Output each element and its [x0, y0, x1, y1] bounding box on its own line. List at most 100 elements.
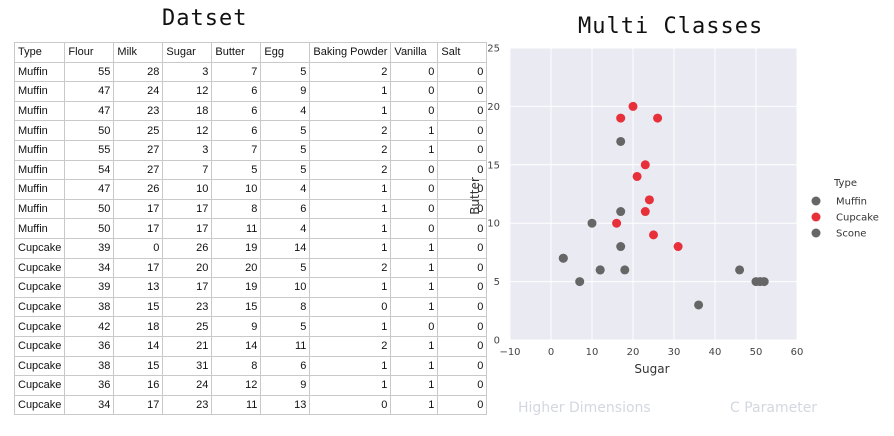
- y-tick-label: 15: [487, 160, 500, 171]
- table-cell: 26: [162, 237, 213, 259]
- table-cell: 16: [113, 375, 164, 396]
- table-cell: 18: [162, 100, 213, 122]
- x-tick-label: 40: [709, 347, 722, 358]
- table-cell: Muffin: [13, 218, 66, 239]
- table-cell: Muffin: [13, 198, 66, 220]
- table-row: Muffin 47 24 12 6 9 1 0 0: [13, 81, 488, 102]
- table-cell: Muffin: [13, 100, 66, 122]
- point-scone: [735, 265, 745, 275]
- legend-label-cupcake: Cupcake: [836, 213, 879, 224]
- table-cell: Muffin: [13, 159, 66, 181]
- table-cell: 23: [162, 394, 213, 416]
- legend: Type Muffin Cupcake Scone: [811, 178, 879, 240]
- table-cell: 38: [64, 296, 115, 318]
- table-cell: Muffin: [13, 179, 66, 200]
- point-cupcake: [640, 160, 650, 170]
- table-cell: 19: [211, 237, 262, 259]
- table-row: Cupcake 36 14 21 14 11 2 1 0: [13, 335, 488, 357]
- table-cell: Muffin: [13, 120, 66, 141]
- x-tick-label: −10: [499, 347, 520, 358]
- table-cell: 0: [437, 375, 488, 396]
- table-row: Cupcake 36 16 24 12 9 1 1 0: [13, 375, 488, 396]
- table-cell: 23: [162, 296, 213, 318]
- legend-label-scone: Scone: [836, 229, 866, 240]
- column-header: Sugar: [162, 42, 213, 63]
- point-muffin: [616, 242, 626, 252]
- legend-marker-cupcake: [811, 212, 821, 222]
- column-header: Baking Powder: [309, 42, 392, 63]
- point-muffin: [558, 253, 568, 263]
- table-cell: Cupcake: [13, 375, 66, 396]
- table-cell: 27: [113, 159, 164, 181]
- y-axis-label: Butter: [468, 177, 482, 215]
- table-row: Cupcake 34 17 23 11 13 0 1 0: [13, 394, 488, 416]
- point-muffin: [587, 218, 597, 228]
- table-cell: Cupcake: [13, 277, 66, 298]
- x-axis-label: Sugar: [634, 362, 669, 376]
- higher-dimensions-link[interactable]: Higher Dimensions: [518, 400, 651, 416]
- y-tick-label: 10: [487, 219, 500, 230]
- legend-marker-scone: [811, 228, 821, 238]
- x-tick-label: 60: [791, 347, 804, 358]
- table-cell: 55: [64, 139, 115, 161]
- table-body: Muffin 55 28 3 7 5 2 0 0 Muffin 47 24 12 6 9 1 0 0 Muffin 4…: [13, 61, 488, 416]
- c-parameter-link[interactable]: C Parameter: [730, 400, 818, 416]
- point-muffin: [620, 265, 630, 275]
- point-cupcake: [649, 230, 658, 240]
- point-cupcake: [628, 101, 638, 111]
- y-tick-label: 25: [487, 44, 500, 55]
- point-cupcake: [616, 113, 626, 123]
- chart-title: Multi Classes: [578, 14, 764, 39]
- column-header: Type: [13, 42, 66, 63]
- table-row: Muffin 50 25 12 6 5 2 1 0: [13, 120, 488, 141]
- point-cupcake: [673, 242, 683, 252]
- table-cell: 34: [64, 257, 115, 279]
- table-row: Muffin 50 17 17 11 4 1 0 0: [13, 218, 488, 239]
- table-row: Cupcake 38 15 23 15 8 0 1 0: [13, 296, 488, 318]
- table-cell: 36: [64, 335, 115, 357]
- y-tick-label: 20: [487, 102, 500, 113]
- point-cupcake: [640, 207, 650, 217]
- dataset-table: Type Flour Milk Sugar Butter Egg Baking Powder…: [13, 42, 488, 416]
- table-cell: 13: [260, 394, 311, 416]
- point-muffin: [616, 207, 626, 217]
- x-tick-label: 10: [586, 347, 599, 358]
- table-row: Muffin 47 26 10 10 4 1 0 0: [13, 179, 488, 200]
- table-row: Cupcake 39 0 26 19 14 1 1 0: [13, 237, 488, 259]
- table-header-row: Type Flour Milk Sugar Butter Egg Baking Powder…: [13, 42, 488, 63]
- table-cell: 12: [162, 81, 213, 102]
- table-cell: 26: [113, 179, 164, 200]
- x-tick-labels: −10 0 10 20 30 40 50 60: [499, 347, 803, 358]
- x-tick-label: 20: [627, 347, 640, 358]
- table-cell: 12: [162, 120, 213, 141]
- table-row: Muffin 55 27 3 7 5 2 1 0: [13, 139, 488, 161]
- table-cell: 17: [113, 394, 164, 416]
- plot-area: [510, 48, 797, 340]
- legend-marker-muffin: [811, 196, 821, 206]
- point-cupcake: [632, 171, 642, 181]
- legend-title: Type: [833, 178, 857, 189]
- table-cell: Cupcake: [13, 394, 66, 416]
- table-cell: Muffin: [13, 139, 66, 161]
- point-muffin: [595, 265, 605, 275]
- point-scone: [759, 277, 769, 287]
- table-cell: Muffin: [13, 61, 66, 83]
- y-tick-label: 5: [494, 277, 500, 288]
- point-scone: [694, 300, 704, 310]
- y-tick-labels: 0 5 10 15 20 25: [487, 44, 500, 347]
- dataset-title: Datset: [162, 6, 248, 31]
- point-cupcake: [644, 195, 654, 205]
- table-cell: 0: [437, 394, 488, 416]
- table-cell: Cupcake: [13, 257, 66, 279]
- x-tick-label: 0: [548, 347, 554, 358]
- x-tick-label: 30: [668, 347, 681, 358]
- point-muffin: [616, 136, 626, 146]
- point-cupcake: [653, 113, 663, 123]
- y-tick-label: 0: [494, 336, 500, 347]
- scatter-points: [558, 101, 769, 310]
- table-row: Muffin 55 28 3 7 5 2 0 0: [13, 61, 488, 83]
- table-cell: 25: [113, 120, 164, 141]
- x-tick-label: 50: [750, 347, 763, 358]
- column-header: Butter: [211, 42, 262, 63]
